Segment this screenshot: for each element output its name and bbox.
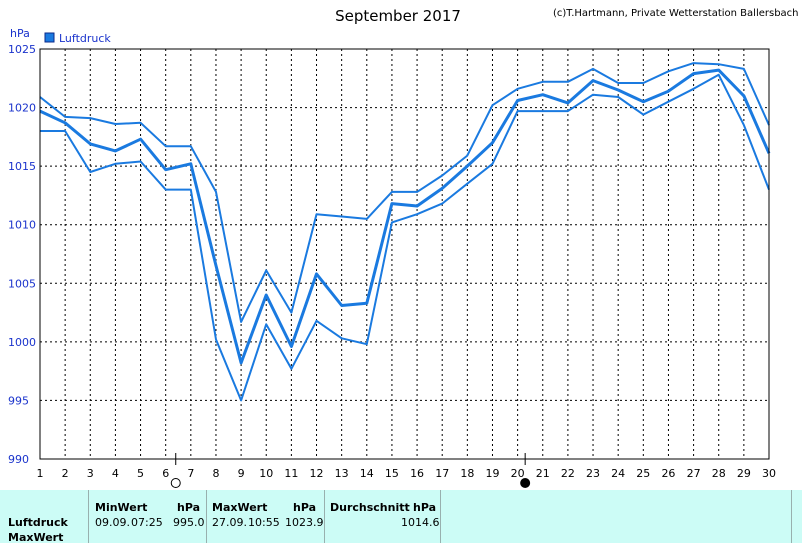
y-axis-unit: hPa bbox=[10, 27, 30, 40]
series-line-max bbox=[39, 62, 770, 323]
min-time: 07:25 bbox=[131, 516, 163, 529]
y-tick-label: 1020 bbox=[8, 102, 36, 115]
x-tick-label: 19 bbox=[485, 467, 499, 480]
legend-swatch bbox=[44, 32, 55, 43]
max-value: 1023.9 bbox=[285, 516, 324, 529]
stats-max-column: MaxWert hPa 27.09. 10:55 1023.9 bbox=[207, 490, 325, 543]
avg-unit: hPa bbox=[413, 501, 437, 514]
x-tick-label: 6 bbox=[162, 467, 169, 480]
stats-avg-column: Durchschnitt hPa 1014.6 bbox=[325, 490, 441, 543]
x-tick-label: 28 bbox=[712, 467, 726, 480]
avg-value: 1014.6 bbox=[401, 516, 440, 529]
x-tick-label: 25 bbox=[636, 467, 650, 480]
grid bbox=[40, 49, 769, 459]
x-tick-label: 2 bbox=[62, 467, 69, 480]
x-tick-label: 20 bbox=[511, 467, 525, 480]
y-tick-label: 1000 bbox=[8, 336, 36, 349]
moon-phases bbox=[170, 453, 531, 488]
x-tick-label: 5 bbox=[137, 467, 144, 480]
stats-empty-area bbox=[441, 490, 792, 543]
full-moon-icon bbox=[170, 478, 181, 488]
max-date: 27.09. bbox=[212, 516, 247, 529]
x-tick-label: 3 bbox=[87, 467, 94, 480]
avg-header: Durchschnitt bbox=[330, 501, 410, 514]
x-tick-label: 1 bbox=[37, 467, 44, 480]
x-tick-label: 21 bbox=[536, 467, 550, 480]
series-line-min bbox=[40, 73, 770, 402]
x-tick-label: 8 bbox=[212, 467, 219, 480]
min-value: 995.0 bbox=[173, 516, 205, 529]
row-label-maxwert: MaxWert bbox=[8, 531, 64, 544]
pressure-chart: September 2017 (c)T.Hartmann, Private We… bbox=[8, 7, 799, 488]
x-tick-label: 18 bbox=[460, 467, 474, 480]
max-unit: hPa bbox=[293, 501, 317, 514]
x-tick-label: 24 bbox=[611, 467, 625, 480]
x-tick-label: 17 bbox=[435, 467, 449, 480]
max-header: MaxWert bbox=[212, 501, 268, 514]
x-tick-label: 27 bbox=[687, 467, 701, 480]
stats-min-column: MinWert hPa 09.09. 07:25 995.0 bbox=[89, 490, 207, 543]
series-lines bbox=[39, 62, 771, 402]
x-tick-label: 14 bbox=[360, 467, 374, 480]
y-tick-label: 990 bbox=[8, 453, 29, 466]
x-tick-label: 4 bbox=[112, 467, 119, 480]
x-tick-label: 30 bbox=[762, 467, 776, 480]
x-tick-label: 11 bbox=[284, 467, 298, 480]
stats-row-labels: Luftdruck MaxWert bbox=[0, 490, 89, 544]
x-tick-label: 29 bbox=[737, 467, 751, 480]
legend-label: Luftdruck bbox=[59, 32, 111, 45]
max-time: 10:55 bbox=[248, 516, 280, 529]
x-tick-label: 15 bbox=[385, 467, 399, 480]
x-tick-label: 12 bbox=[310, 467, 324, 480]
credit-text: (c)T.Hartmann, Private Wetterstation Bal… bbox=[553, 8, 799, 19]
x-tick-label: 26 bbox=[661, 467, 675, 480]
y-tick-label: 1010 bbox=[8, 219, 36, 232]
x-tick-label: 13 bbox=[335, 467, 349, 480]
x-tick-label: 23 bbox=[586, 467, 600, 480]
y-tick-label: 1005 bbox=[8, 277, 36, 290]
min-unit: hPa bbox=[177, 501, 201, 514]
x-tick-label: 7 bbox=[187, 467, 194, 480]
chart-title: September 2017 bbox=[335, 7, 461, 25]
min-header: MinWert bbox=[95, 501, 148, 514]
y-tick-label: 1015 bbox=[8, 160, 36, 173]
row-label-luftdruck: Luftdruck bbox=[8, 516, 68, 529]
x-tick-label: 10 bbox=[259, 467, 273, 480]
y-tick-label: 1025 bbox=[8, 43, 36, 56]
new-moon-icon bbox=[520, 478, 531, 488]
x-tick-label: 22 bbox=[561, 467, 575, 480]
series-line-mean bbox=[39, 68, 771, 365]
x-tick-label: 9 bbox=[238, 467, 245, 480]
x-tick-label: 16 bbox=[410, 467, 424, 480]
min-date: 09.09. bbox=[95, 516, 130, 529]
y-tick-label: 995 bbox=[8, 394, 29, 407]
plot-frame bbox=[39, 48, 770, 460]
statistics-panel: Luftdruck MaxWert MinWert hPa 09.09. 07:… bbox=[0, 490, 802, 544]
